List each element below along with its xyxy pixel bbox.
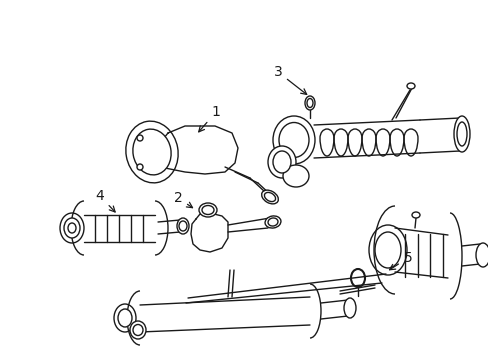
Ellipse shape [68, 223, 76, 233]
Ellipse shape [264, 192, 275, 202]
Text: 2: 2 [173, 191, 192, 208]
Ellipse shape [453, 116, 469, 152]
Ellipse shape [279, 122, 308, 158]
Ellipse shape [137, 164, 142, 170]
Ellipse shape [64, 218, 80, 238]
Ellipse shape [199, 203, 217, 217]
Text: 3: 3 [273, 65, 306, 94]
Ellipse shape [305, 96, 314, 110]
Ellipse shape [475, 243, 488, 267]
Ellipse shape [125, 121, 178, 183]
Ellipse shape [368, 225, 406, 275]
Ellipse shape [406, 83, 414, 89]
Text: 5: 5 [389, 251, 411, 270]
Ellipse shape [267, 146, 295, 178]
Ellipse shape [411, 212, 419, 218]
Ellipse shape [60, 213, 84, 243]
Ellipse shape [202, 206, 214, 215]
Ellipse shape [133, 324, 142, 336]
Ellipse shape [114, 304, 136, 332]
Ellipse shape [179, 221, 186, 231]
Text: 1: 1 [198, 105, 220, 132]
Ellipse shape [130, 321, 146, 339]
Ellipse shape [261, 190, 278, 204]
Ellipse shape [137, 135, 142, 141]
Ellipse shape [133, 129, 171, 175]
Ellipse shape [177, 218, 189, 234]
Ellipse shape [306, 99, 312, 108]
Ellipse shape [456, 122, 466, 146]
Text: 4: 4 [96, 189, 115, 212]
Ellipse shape [272, 151, 290, 173]
Ellipse shape [343, 298, 355, 318]
Ellipse shape [283, 165, 308, 187]
Ellipse shape [374, 232, 400, 268]
Ellipse shape [272, 116, 314, 164]
Ellipse shape [118, 309, 132, 327]
Ellipse shape [264, 216, 281, 228]
Ellipse shape [267, 218, 277, 226]
